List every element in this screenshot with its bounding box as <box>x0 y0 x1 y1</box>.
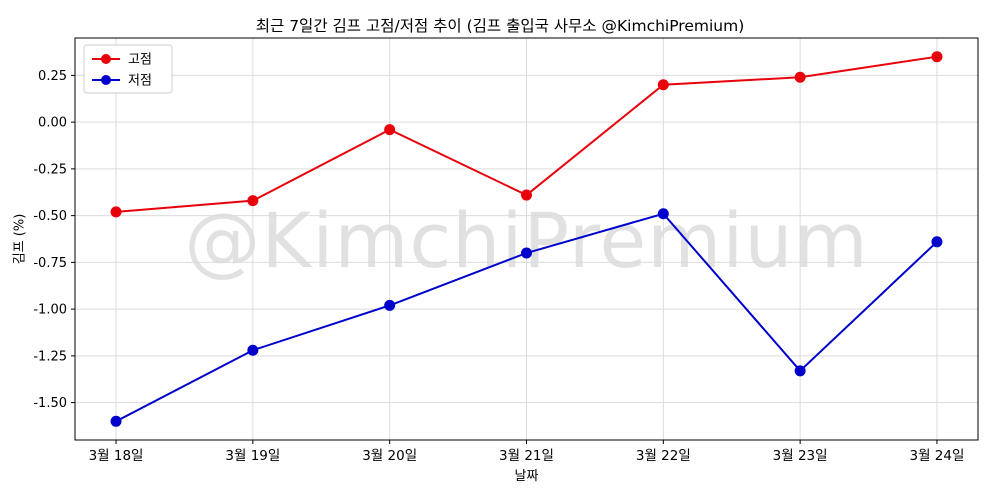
data-point-marker <box>521 189 532 201</box>
plot-border <box>74 37 979 441</box>
y-tick-label: -1.00 <box>33 303 67 318</box>
y-tick-label: -0.75 <box>33 256 67 271</box>
data-point-marker <box>247 344 259 356</box>
data-point-marker <box>794 365 806 377</box>
y-tick-label: -0.50 <box>33 209 67 224</box>
y-tick-label: 0.25 <box>38 69 67 84</box>
y-tick-label: -1.25 <box>33 349 67 364</box>
data-point-marker <box>657 79 669 91</box>
x-tick-label: 3월 20일 <box>362 448 417 464</box>
data-point-marker <box>794 71 806 83</box>
x-tick-label: 3월 22일 <box>636 448 691 464</box>
legend-marker <box>101 75 111 85</box>
y-axis-label: 김프 (%) <box>12 213 28 265</box>
data-point-marker <box>931 51 943 63</box>
x-tick-label: 3월 19일 <box>225 448 280 464</box>
y-tick-label: 0.00 <box>38 116 67 131</box>
data-point-marker <box>931 236 943 248</box>
data-point-marker <box>521 247 532 259</box>
x-tick-label: 3월 24일 <box>910 448 965 464</box>
legend-label: 고점 <box>128 53 152 68</box>
legend-marker <box>101 54 111 64</box>
legend-label: 저점 <box>128 74 152 89</box>
data-point-marker <box>110 415 122 427</box>
data-point-marker <box>247 195 259 207</box>
x-tick-label: 3월 21일 <box>499 448 554 464</box>
y-tick-label: -0.25 <box>33 162 67 177</box>
y-tick-label: -1.50 <box>33 396 67 411</box>
data-point-marker <box>657 208 669 220</box>
data-point-marker <box>110 206 122 218</box>
x-tick-label: 3월 23일 <box>773 448 828 464</box>
data-point-marker <box>384 299 396 311</box>
data-point-marker <box>384 124 396 136</box>
x-tick-label: 3월 18일 <box>89 448 144 464</box>
chart-title: 최근 7일간 김프 고점/저점 추이 (김프 출입국 사무소 @KimchiPr… <box>255 17 745 35</box>
x-axis-label: 날짜 <box>514 469 539 484</box>
